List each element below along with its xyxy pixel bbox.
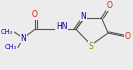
- Text: CH₃: CH₃: [1, 29, 13, 35]
- Text: O: O: [32, 10, 38, 19]
- Text: O: O: [106, 1, 112, 10]
- Text: CH₃: CH₃: [5, 44, 17, 50]
- Text: HN: HN: [56, 22, 67, 31]
- Text: N: N: [80, 12, 86, 21]
- Text: S: S: [89, 42, 93, 51]
- Text: O: O: [124, 32, 130, 41]
- Text: N: N: [20, 34, 26, 43]
